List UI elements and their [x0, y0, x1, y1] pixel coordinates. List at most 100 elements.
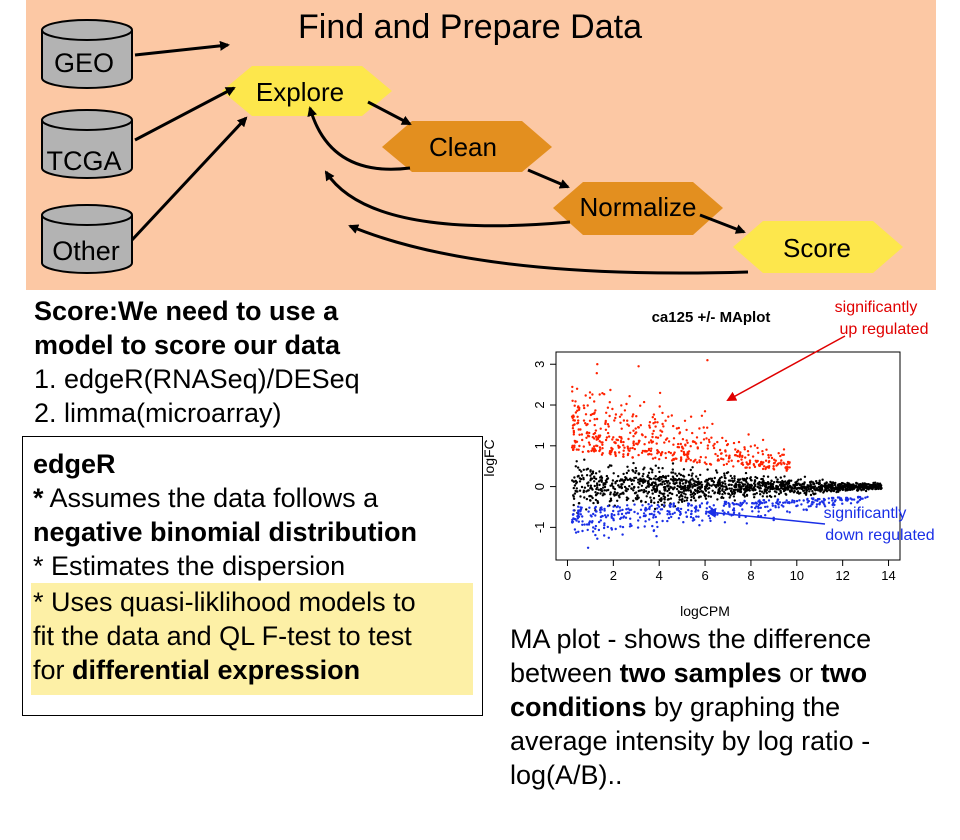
ma-point-not-significant: [850, 483, 854, 486]
ma-point-up: [720, 452, 723, 455]
ma-point-not-significant: [716, 491, 720, 495]
ma-point-up: [572, 429, 575, 433]
ma-point-down: [675, 507, 679, 511]
ma-point-down: [852, 498, 856, 501]
ma-point-not-significant: [762, 483, 765, 486]
ma-point-up: [651, 440, 655, 443]
ma-point-not-significant: [855, 481, 858, 485]
ma-point-not-significant: [783, 475, 786, 478]
ma-point-not-significant: [813, 485, 817, 488]
ma-point-down: [766, 505, 769, 508]
ma-point-not-significant: [580, 470, 583, 473]
database-other-label: Other: [52, 236, 120, 266]
ma-point-up: [650, 453, 653, 456]
ma-point-not-significant: [788, 484, 792, 487]
ma-point-not-significant: [821, 478, 824, 481]
ma-point-down: [834, 499, 837, 502]
ma-point-not-significant: [606, 477, 609, 481]
ma-point-not-significant: [619, 493, 622, 496]
ma-point-not-significant: [815, 481, 818, 485]
ma-point-not-significant: [721, 489, 724, 492]
ma-point-down: [783, 501, 787, 504]
ma-point-down: [653, 510, 656, 513]
ma-point-up: [684, 443, 687, 446]
ma-point-not-significant: [823, 486, 827, 489]
ma-point-not-significant: [610, 464, 613, 467]
arrow-geo-explore: [134, 40, 230, 57]
ma-point-not-significant: [615, 492, 619, 495]
ma-point-up: [631, 446, 634, 450]
ma-point-not-significant: [603, 485, 607, 489]
ma-point-down: [637, 519, 640, 522]
ma-point-not-significant: [594, 472, 598, 475]
ma-point-down: [723, 521, 727, 524]
ma-point-not-significant: [877, 486, 880, 489]
ma-point-not-significant: [753, 479, 757, 483]
score-item-limma: 2. limma(microarray): [34, 398, 282, 428]
ma-desc-or: or: [781, 658, 821, 688]
ma-point-down: [754, 506, 757, 510]
ma-point-not-significant: [691, 492, 694, 496]
ma-point-not-significant: [669, 491, 672, 495]
ma-point-up: [714, 452, 717, 456]
ma-point-down: [795, 499, 799, 503]
ma-point-up: [672, 424, 675, 428]
ma-point-up: [712, 446, 716, 450]
ma-point-down: [591, 520, 594, 523]
ma-point-not-significant: [610, 484, 613, 487]
ma-point-not-significant: [624, 478, 627, 482]
ma-point-down: [661, 519, 664, 523]
ma-point-not-significant: [674, 472, 677, 475]
ma-point-up: [757, 451, 760, 454]
ma-point-up: [689, 459, 692, 462]
ma-point-up: [581, 438, 584, 442]
ma-point-up: [632, 440, 635, 443]
ma-point-not-significant: [723, 474, 726, 477]
database-geo: GEO: [41, 19, 133, 89]
ma-point-down: [694, 510, 697, 513]
ma-point-down: [841, 502, 844, 505]
ma-point-not-significant: [679, 473, 683, 477]
ma-point-not-significant: [804, 493, 808, 496]
ma-point-up: [681, 447, 685, 450]
ma-plot-points: [570, 359, 883, 549]
ma-point-not-significant: [650, 500, 653, 504]
ma-point-not-significant: [698, 490, 701, 494]
x-tick-label: 0: [564, 568, 571, 583]
ma-point-up: [614, 413, 618, 416]
ma-point-down: [662, 504, 666, 507]
ma-point-down: [641, 504, 644, 507]
ma-point-up: [626, 447, 630, 450]
ma-point-down: [690, 504, 693, 507]
ma-point-not-significant: [637, 472, 641, 475]
ma-point-up: [588, 391, 592, 394]
edger-de-bold: differential expression: [72, 655, 361, 685]
ma-point-not-significant: [707, 495, 710, 498]
ma-point-not-significant: [658, 479, 661, 482]
ma-point-not-significant: [755, 476, 759, 480]
x-tick-label: 14: [881, 568, 895, 583]
ma-point-not-significant: [830, 489, 834, 492]
ma-point-down: [822, 501, 825, 504]
ma-point-down: [648, 518, 651, 521]
ma-point-not-significant: [723, 476, 727, 479]
ma-point-not-significant: [586, 467, 590, 470]
edger-line-ql-test: fit the data and QL F-test to test: [33, 621, 412, 651]
ma-point-not-significant: [727, 483, 730, 487]
ma-point-not-significant: [670, 471, 673, 474]
ma-point-not-significant: [867, 487, 870, 490]
ma-point-up: [582, 404, 585, 407]
ma-point-down: [757, 510, 760, 513]
ma-point-up: [616, 438, 620, 442]
ma-point-not-significant: [819, 490, 822, 493]
ma-point-down: [750, 505, 753, 509]
ma-point-down: [621, 525, 625, 529]
ma-point-not-significant: [812, 481, 815, 484]
ma-point-not-significant: [811, 490, 814, 493]
ma-point-not-significant: [708, 486, 711, 490]
ma-point-up: [635, 415, 638, 418]
ma-point-not-significant: [681, 482, 685, 485]
ma-point-not-significant: [766, 475, 770, 478]
ma-point-not-significant: [727, 492, 731, 496]
ma-point-not-significant: [632, 489, 635, 492]
